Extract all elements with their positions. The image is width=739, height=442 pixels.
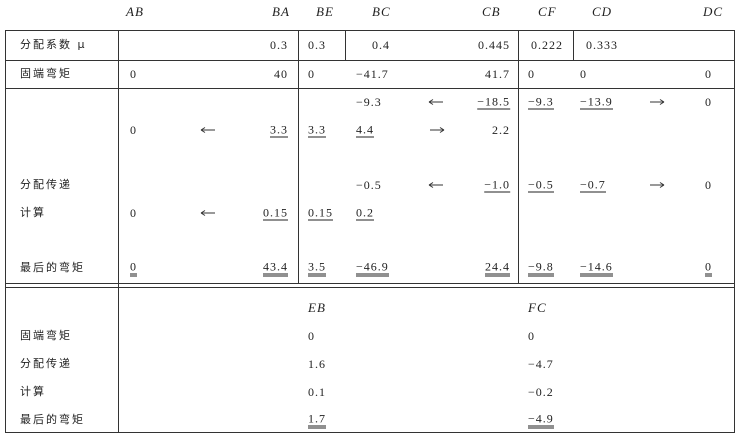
cell-value: 0 [130, 123, 137, 137]
cell-value: −4.7 [528, 357, 554, 371]
cell-value: 0.15 [308, 205, 333, 221]
column-heading: FC [528, 300, 547, 315]
cell-value: 3.5 [308, 260, 326, 277]
row-label: 分配传递 [20, 178, 72, 191]
cell-value: −0.5 [356, 178, 382, 192]
column-heading: BA [272, 4, 290, 19]
row-label: 计算 [20, 206, 46, 219]
column-heading: DC [703, 4, 724, 19]
cell-value: −0.2 [528, 385, 554, 399]
arrow [200, 127, 215, 133]
cell-value: −0.5 [528, 177, 554, 193]
cell-value: 4.4 [356, 122, 374, 138]
column-heading: AB [126, 4, 144, 19]
cell-value: 0 [308, 329, 315, 343]
row-label: 分配传递 [20, 357, 72, 370]
cell-value: 0 [130, 260, 137, 277]
arrow [428, 99, 443, 105]
column-heading: CD [592, 4, 613, 19]
cell-value: 0 [308, 67, 315, 81]
cell-value: 0.4 [372, 38, 390, 52]
cell-value: 0.445 [478, 38, 510, 52]
cell-value: 2.2 [492, 123, 510, 137]
cell-value: −9.3 [356, 95, 382, 109]
arrow [650, 99, 665, 105]
row-label: 最后的弯矩 [20, 413, 85, 426]
cell-value: 1.7 [308, 412, 326, 429]
cell-value: 0 [528, 329, 535, 343]
cell-value: −18.5 [477, 94, 510, 110]
cell-value: −0.7 [580, 177, 606, 193]
arrows [200, 99, 665, 216]
cell-value: 0.1 [308, 385, 326, 399]
cell-value: 0 [580, 67, 587, 81]
column-heading: CB [482, 4, 501, 19]
arrow [428, 182, 443, 188]
arrow [200, 210, 215, 216]
cell-value: 0 [705, 178, 712, 192]
cell-value: 0.222 [531, 38, 563, 52]
row-label: 固端弯矩 [20, 67, 72, 80]
cell-value: −14.6 [580, 260, 613, 277]
row-label: 分配系数 μ [20, 38, 87, 51]
cell-value: 0 [705, 95, 712, 109]
column-heading: CF [538, 4, 557, 19]
arrow [650, 182, 665, 188]
cell-value: −46.9 [356, 260, 389, 277]
cell-value: 0 [130, 206, 137, 220]
row-label: 最后的弯矩 [20, 261, 85, 274]
cell-value: 0.3 [308, 38, 326, 52]
cell-value: −41.7 [356, 67, 389, 81]
cell-value: −9.8 [528, 260, 554, 277]
cell-value: 1.6 [308, 357, 326, 371]
row-label: 计算 [20, 385, 46, 398]
cell-value: 24.4 [485, 260, 510, 277]
column-heading: EB [308, 300, 326, 315]
cell-value: 0 [528, 67, 535, 81]
cell-value: 3.3 [308, 122, 326, 138]
cell-value: 3.3 [270, 122, 288, 138]
cell-value: 43.4 [263, 260, 288, 277]
column-heading: BC [372, 4, 391, 19]
cell-value: −1.0 [484, 177, 510, 193]
cell-value: 0.333 [586, 38, 618, 52]
cell-value: 0 [130, 67, 137, 81]
cell-value: 0.2 [356, 205, 374, 221]
cell-value: −4.9 [528, 412, 554, 429]
column-heading: BE [316, 4, 334, 19]
row-label: 固端弯矩 [20, 329, 72, 342]
cell-value: −13.9 [580, 94, 613, 110]
cell-value: 0.3 [270, 38, 288, 52]
cell-value: 0 [705, 67, 712, 81]
arrow [430, 127, 445, 133]
cell-value: 40 [274, 67, 288, 81]
cell-value: 41.7 [485, 67, 510, 81]
cell-value: 0 [705, 260, 712, 277]
cell-value: −9.3 [528, 94, 554, 110]
cell-value: 0.15 [263, 205, 288, 221]
